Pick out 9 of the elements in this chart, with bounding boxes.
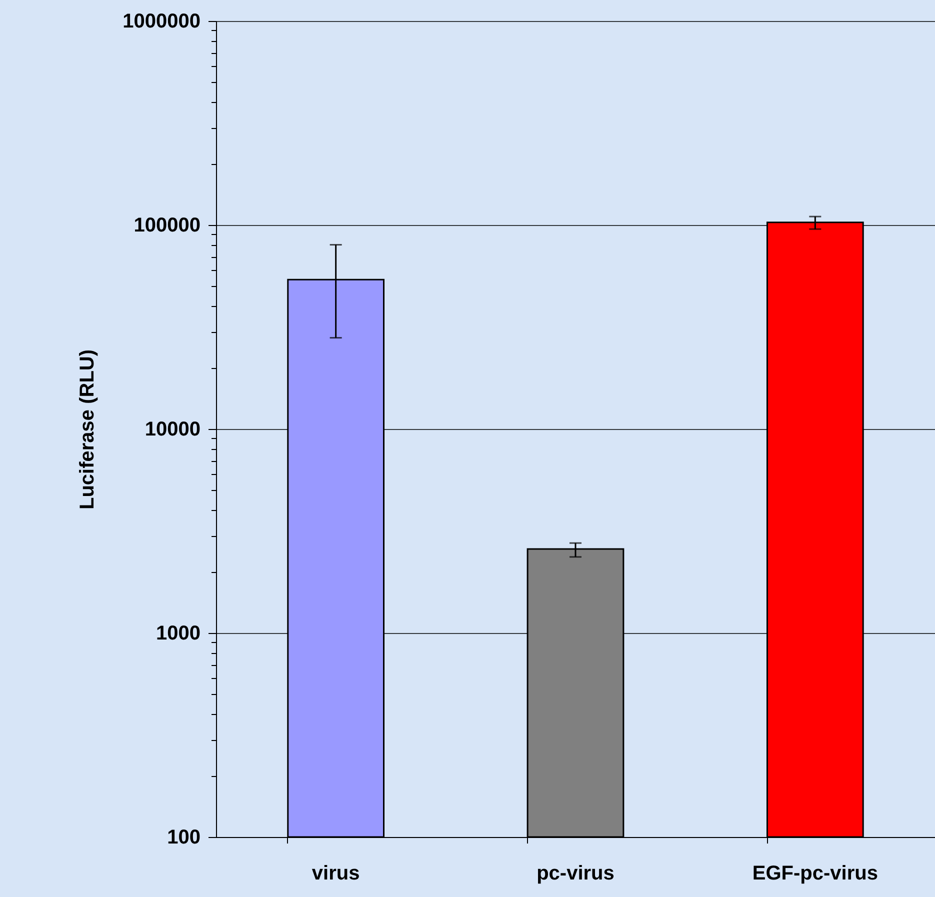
y-tick-label: 10000	[144, 418, 200, 440]
y-tick-label: 100	[167, 826, 200, 848]
x-tick-label: EGF-pc-virus	[752, 862, 878, 884]
y-tick-label: 100000	[134, 214, 200, 236]
y-tick-label: 1000	[156, 622, 200, 644]
x-tick-label: virus	[312, 862, 360, 884]
y-tick-label: 1000000	[122, 10, 200, 32]
y-axis-title: Luciferase (RLU)	[76, 349, 99, 510]
x-tick-label: pc-virus	[536, 862, 614, 884]
